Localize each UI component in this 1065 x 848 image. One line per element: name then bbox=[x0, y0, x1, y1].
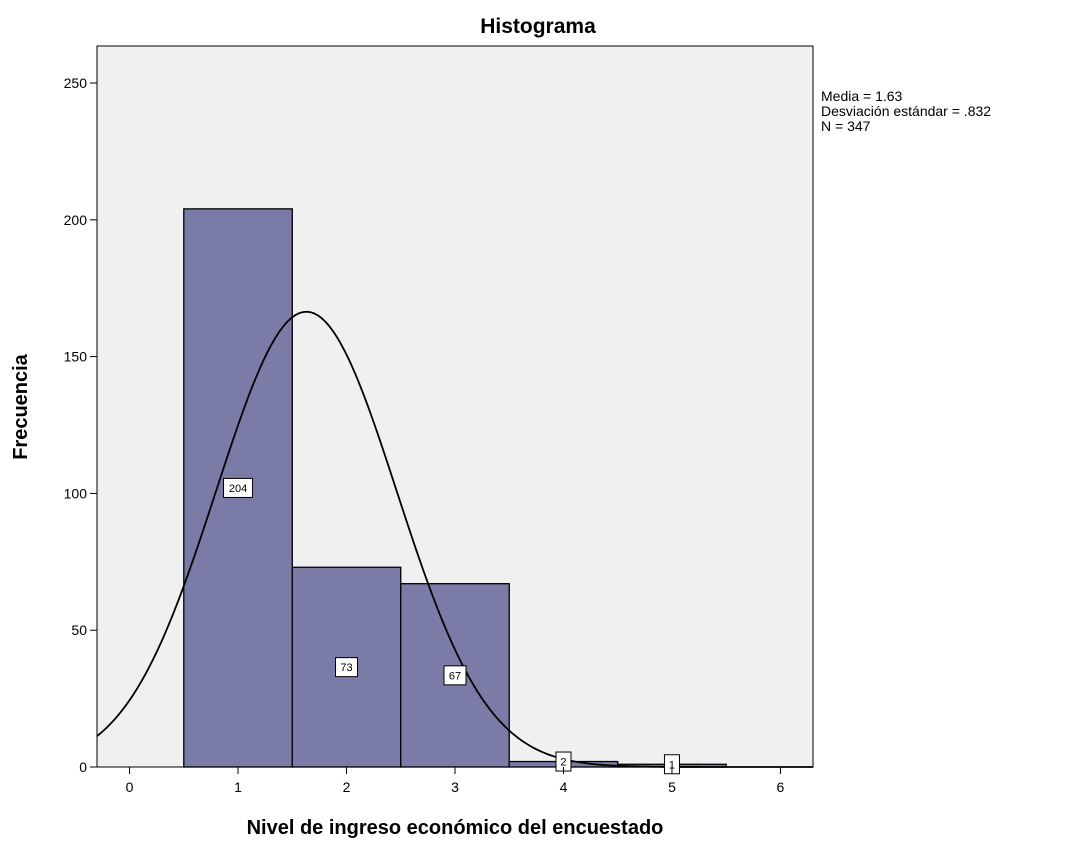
y-tick-label: 100 bbox=[64, 485, 88, 501]
x-tick-label: 6 bbox=[777, 779, 785, 795]
stats-line-2: Desviación estándar = .832 bbox=[821, 103, 991, 119]
stats-line-1: Media = 1.63 bbox=[821, 88, 903, 104]
bar-label-text-1: 204 bbox=[229, 483, 247, 495]
bar-label-text-2: 73 bbox=[340, 662, 352, 674]
x-tick-label: 2 bbox=[343, 779, 351, 795]
x-tick-label: 3 bbox=[451, 779, 459, 795]
y-axis: 0 50 100 150 200 250 bbox=[64, 75, 97, 775]
x-axis-label: Nivel de ingreso económico del encuestad… bbox=[247, 817, 664, 839]
x-tick-label: 4 bbox=[560, 779, 568, 795]
y-tick-label: 0 bbox=[79, 759, 87, 775]
bar-labels-group: 204 73 67 2 1 bbox=[223, 477, 680, 775]
y-axis-label: Frecuencia bbox=[10, 353, 32, 459]
y-tick-label: 250 bbox=[64, 75, 88, 91]
chart-title: Histograma bbox=[480, 15, 596, 38]
bar-label-1: 204 bbox=[223, 477, 254, 498]
bar-label-text-5: 1 bbox=[669, 759, 675, 771]
x-tick-label: 0 bbox=[126, 779, 134, 795]
x-axis: 0 1 2 3 4 5 6 bbox=[126, 767, 785, 795]
bar-label-4: 2 bbox=[555, 751, 572, 772]
bar-label-2: 73 bbox=[335, 657, 359, 678]
x-tick-label: 5 bbox=[668, 779, 676, 795]
bar-label-text-4: 2 bbox=[560, 757, 566, 769]
bar-label-3: 67 bbox=[443, 665, 467, 686]
stats-line-3: N = 347 bbox=[821, 118, 871, 134]
y-tick-label: 200 bbox=[64, 212, 88, 228]
bar-label-text-3: 67 bbox=[449, 670, 461, 682]
x-tick-label: 1 bbox=[234, 779, 242, 795]
y-tick-label: 150 bbox=[64, 349, 88, 365]
normal-curve bbox=[96, 310, 813, 768]
y-tick-label: 50 bbox=[71, 622, 87, 638]
